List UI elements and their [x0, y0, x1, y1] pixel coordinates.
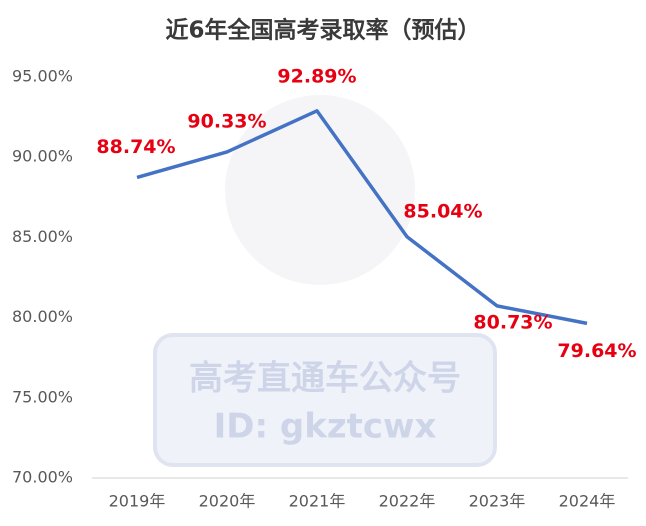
x-tick-label: 2022年 [379, 492, 436, 511]
watermark-figure [225, 95, 415, 285]
data-label: 92.89% [277, 65, 356, 87]
chart-title: 近6年全国高考录取率（预估） [165, 17, 480, 44]
x-tick-label: 2020年 [199, 492, 256, 511]
data-label: 85.04% [403, 200, 482, 222]
x-tick-label: 2021年 [289, 492, 346, 511]
x-tick-label: 2019年 [109, 492, 166, 511]
data-label: 88.74% [96, 136, 175, 158]
y-tick-label: 70.00% [12, 468, 73, 487]
y-tick-label: 80.00% [12, 307, 73, 326]
y-tick-label: 85.00% [12, 227, 73, 246]
x-tick-label: 2024年 [559, 492, 616, 511]
data-label: 90.33% [187, 110, 266, 132]
watermark-box [153, 333, 497, 467]
data-label: 79.64% [557, 340, 636, 362]
data-label: 80.73% [473, 311, 552, 333]
y-tick-label: 75.00% [12, 387, 73, 406]
watermark-id: ID: gkztcwx [214, 407, 437, 447]
x-tick-label: 2023年 [469, 492, 526, 511]
watermark-text: 高考直通车公众号 [189, 359, 461, 399]
y-tick-label: 95.00% [12, 67, 73, 86]
y-tick-label: 90.00% [12, 147, 73, 166]
line [136, 109, 588, 326]
